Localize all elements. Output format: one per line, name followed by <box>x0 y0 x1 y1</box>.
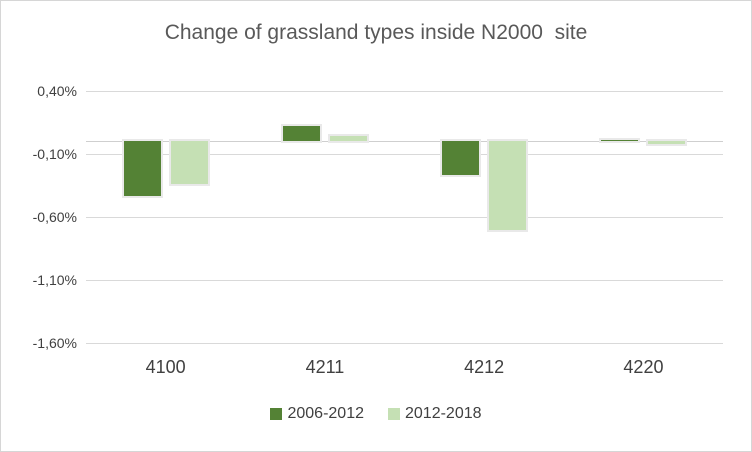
y-axis-tick-label: -0,10% <box>32 145 77 162</box>
y-axis-tick-label: -0,60% <box>32 208 77 225</box>
plot-area <box>86 91 723 344</box>
category-label: 4220 <box>623 357 664 377</box>
gridline <box>86 343 723 344</box>
y-axis-tick-label: -1,60% <box>32 334 77 351</box>
legend: 2006-2012 2012-2018 <box>1 405 751 423</box>
category-label: 4100 <box>145 357 186 377</box>
bar-2012-2018 <box>648 141 686 144</box>
chart-title: Change of grassland types inside N2000 s… <box>164 21 588 44</box>
category-label: 4212 <box>464 357 505 377</box>
bar-2012-2018 <box>170 141 208 185</box>
bar-2006-2012 <box>601 140 639 142</box>
legend-label: 2012-2018 <box>405 405 482 422</box>
category-label: 4211 <box>305 357 345 377</box>
gridline <box>86 280 723 281</box>
gridline <box>86 154 723 155</box>
gridline <box>86 91 723 92</box>
legend-label: 2006-2012 <box>287 405 364 422</box>
legend-item: 2012-2018 <box>388 405 482 423</box>
bar-2006-2012 <box>442 141 480 176</box>
bar-2012-2018 <box>489 141 527 230</box>
zero-axis-line <box>86 141 723 143</box>
y-axis-tick-label: -1,10% <box>32 271 77 288</box>
legend-swatch-icon <box>270 408 283 420</box>
legend-item: 2006-2012 <box>270 405 364 423</box>
legend-swatch-icon <box>388 408 400 420</box>
gridline <box>86 217 723 218</box>
bar-2012-2018 <box>329 136 367 142</box>
bar-2006-2012 <box>282 126 320 142</box>
y-axis-tick-label: 0,40% <box>37 82 77 99</box>
bar-2006-2012 <box>123 141 161 196</box>
